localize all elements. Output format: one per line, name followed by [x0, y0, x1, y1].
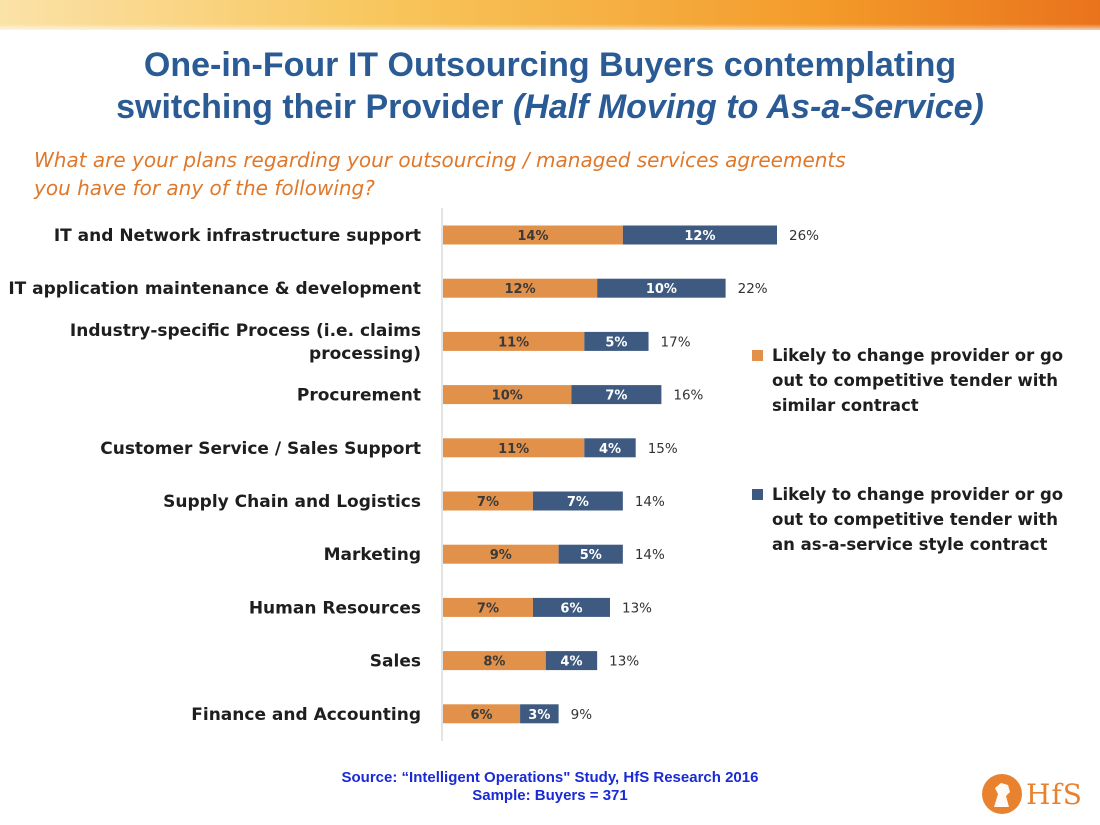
category-label: Human Resources	[249, 598, 421, 618]
category-label: IT application maintenance & development	[8, 279, 421, 299]
sample-text: Sample: Buyers = 371	[472, 787, 628, 804]
bar-data-label: 11%	[498, 335, 529, 350]
legend-label-line-1: Likely to change provider or go	[772, 485, 1064, 504]
category-label-line: Human Resources	[249, 598, 421, 618]
bar-data-label: 10%	[492, 389, 523, 404]
category-label-line: Sales	[370, 652, 421, 672]
category-label: Finance and Accounting	[191, 705, 421, 725]
bar-segment-similar-contract	[443, 438, 585, 458]
bar-data-label: 10%	[646, 282, 677, 297]
source-text: Source: “Intelligent Operations" Study, …	[341, 769, 759, 786]
bar-data-label: 7%	[477, 601, 499, 616]
legend-label-line-2: out to competitive tender with	[772, 510, 1059, 529]
title-line-2-plain: switching their Provider	[116, 88, 513, 126]
total-label: 16%	[673, 388, 703, 404]
bar-segment-as-a-service	[584, 438, 636, 458]
bar-segment-as-a-service	[571, 385, 662, 405]
legend-swatch-blue	[752, 489, 763, 500]
logo-text: HfS	[1026, 778, 1083, 811]
category-label: Supply Chain and Logistics	[163, 492, 421, 512]
legend-label-line-1: Likely to change provider or go	[772, 346, 1064, 365]
bar-data-label: 12%	[684, 229, 715, 244]
title-line-2-italic: (Half Moving to As-a-Service)	[512, 88, 984, 126]
total-label: 14%	[635, 547, 665, 563]
total-label: 26%	[789, 228, 819, 244]
category-label: Customer Service / Sales Support	[100, 439, 421, 459]
question-line-2: you have for any of the following?	[34, 176, 375, 200]
legend-label-line-2: out to competitive tender with	[772, 371, 1059, 390]
source-note: Source: “Intelligent Operations" Study, …	[200, 769, 900, 805]
bar-segment-as-a-service	[584, 331, 649, 351]
legend-label-line-3: similar contract	[772, 396, 919, 415]
bar-data-label: 4%	[560, 655, 582, 670]
bar-segment-similar-contract	[443, 597, 533, 617]
legend-label-line-3: an as-a-service style contract	[772, 535, 1048, 554]
bar-data-label: 8%	[483, 655, 505, 670]
bar-segment-as-a-service	[622, 225, 777, 245]
bar-segment-similar-contract	[443, 385, 572, 405]
bar-data-label: 9%	[490, 548, 512, 563]
bar-segment-similar-contract	[443, 331, 585, 351]
bar-data-label: 5%	[605, 335, 627, 350]
category-label-line: Supply Chain and Logistics	[163, 492, 421, 512]
question-line-1: What are your plans regarding your outso…	[34, 148, 846, 172]
bar-data-label: 7%	[567, 495, 589, 510]
bar-segment-as-a-service	[558, 544, 623, 564]
bar-segment-similar-contract	[443, 704, 521, 724]
category-label: Marketing	[324, 545, 421, 565]
bar-segment-as-a-service	[597, 278, 726, 298]
page-title: One-in-Four IT Outsourcing Buyers contem…	[20, 44, 1080, 128]
category-label-line: Finance and Accounting	[191, 705, 421, 725]
bar-data-label: 6%	[470, 708, 492, 723]
survey-question: What are your plans regarding your outso…	[34, 146, 854, 202]
total-label: 13%	[622, 600, 652, 616]
bar-data-label: 6%	[560, 601, 582, 616]
total-label: 14%	[635, 494, 665, 510]
bar-segment-as-a-service	[532, 597, 610, 617]
total-label: 22%	[738, 281, 768, 297]
legend-swatch-orange	[752, 350, 763, 361]
bar-segment-as-a-service	[545, 651, 598, 671]
bar-data-label: 4%	[599, 442, 621, 457]
category-label: IT and Network infrastructure support	[54, 226, 421, 246]
bar-data-label: 11%	[498, 442, 529, 457]
title-line-2: switching their Provider (Half Moving to…	[20, 86, 1080, 128]
hfs-logo: HfS	[980, 772, 1090, 816]
bar-segment-similar-contract	[443, 278, 598, 298]
total-label: 13%	[609, 654, 639, 670]
bar-data-label: 7%	[477, 495, 499, 510]
bar-segment-similar-contract	[443, 544, 559, 564]
bar-data-label: 3%	[528, 708, 550, 723]
legend-item-as-a-service-contract: Likely to change provider or go out to c…	[752, 482, 1072, 557]
total-label: 9%	[571, 707, 593, 723]
logo-circle-icon	[982, 774, 1022, 814]
total-label: 15%	[648, 441, 678, 457]
category-label-line: Industry-specific Process (i.e. claims	[70, 321, 421, 341]
category-label-line: Customer Service / Sales Support	[100, 439, 421, 459]
bar-segment-similar-contract	[443, 651, 546, 671]
bar-data-label: 5%	[580, 548, 602, 563]
bar-segment-similar-contract	[443, 491, 533, 511]
bar-segment-as-a-service	[520, 704, 559, 724]
bar-data-label: 7%	[605, 389, 627, 404]
top-decorative-band	[0, 0, 1100, 30]
category-label-line: Procurement	[297, 386, 421, 406]
bar-data-label: 12%	[505, 282, 536, 297]
category-label: Industry-specific Process (i.e. claims pr…	[70, 321, 421, 364]
bar-segment-similar-contract	[443, 225, 623, 245]
legend-item-similar-contract: Likely to change provider or go out to c…	[752, 343, 1072, 418]
bar-data-label: 14%	[517, 229, 548, 244]
category-label-line: IT and Network infrastructure support	[54, 226, 421, 246]
category-label-line: Marketing	[324, 545, 421, 565]
total-label: 17%	[661, 334, 691, 350]
bar-segment-as-a-service	[532, 491, 623, 511]
category-label-line: IT application maintenance & development	[8, 279, 421, 299]
category-label-line: processing)	[309, 344, 421, 364]
title-line-1: One-in-Four IT Outsourcing Buyers contem…	[143, 46, 957, 84]
category-label: Procurement	[297, 386, 421, 406]
category-label: Sales	[370, 652, 421, 672]
